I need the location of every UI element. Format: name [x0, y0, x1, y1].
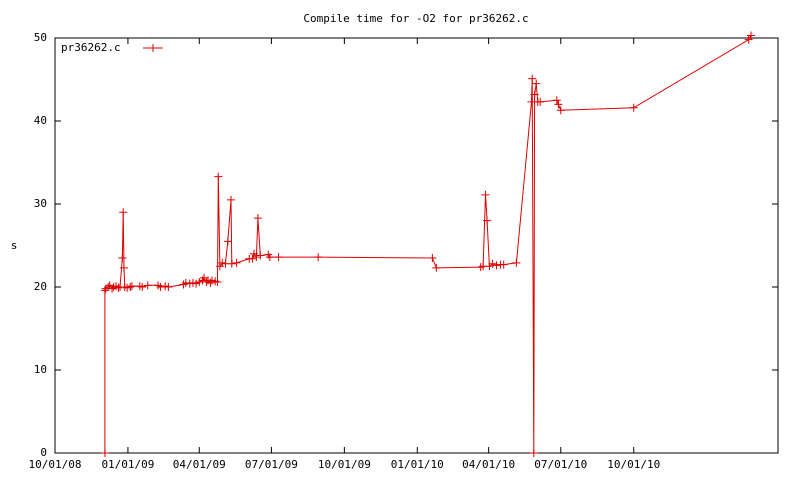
legend-marker: [149, 44, 157, 52]
point-marker: [528, 74, 537, 83]
point-marker: [232, 258, 241, 267]
point-marker: [512, 258, 521, 267]
point-marker: [744, 35, 753, 44]
point-marker: [481, 190, 490, 199]
y-axis-label: s: [11, 239, 18, 252]
series-line: [104, 35, 752, 454]
point-marker: [188, 278, 197, 287]
point-marker: [552, 96, 561, 105]
point-marker: [227, 259, 236, 268]
x-tick-label: 04/01/10: [462, 458, 515, 471]
point-marker: [248, 254, 257, 263]
point-marker: [252, 253, 261, 262]
point-marker: [127, 282, 136, 291]
plot-frame: [54, 37, 779, 454]
point-marker: [138, 283, 147, 291]
point-marker: [428, 253, 437, 262]
x-tick-label: 04/01/09: [173, 458, 226, 471]
x-tick-label: 07/01/10: [534, 458, 587, 471]
point-marker: [100, 449, 109, 457]
x-tick-label: 01/01/09: [101, 458, 154, 471]
point-marker: [556, 106, 565, 115]
x-tick-label: 07/01/09: [245, 458, 298, 471]
point-marker: [492, 261, 501, 270]
point-marker: [123, 283, 132, 292]
point-marker: [156, 283, 165, 291]
point-marker: [499, 260, 508, 269]
point-marker: [265, 253, 274, 262]
point-marker: [119, 208, 128, 217]
point-marker: [274, 253, 283, 262]
x-tick-label: 10/01/09: [318, 458, 371, 471]
point-marker: [192, 279, 201, 288]
point-marker: [213, 278, 222, 287]
legend-label: pr36262.c: [61, 41, 121, 54]
point-marker: [126, 283, 135, 291]
y-tick-label: 50: [34, 31, 47, 44]
point-marker: [488, 259, 497, 268]
point-marker: [253, 214, 262, 223]
point-marker: [161, 282, 170, 291]
y-tick-label: 0: [40, 446, 47, 459]
point-marker: [214, 172, 223, 181]
point-marker: [164, 283, 173, 291]
point-marker: [207, 276, 216, 285]
point-marker: [143, 281, 152, 290]
x-tick-label: 10/01/10: [607, 458, 660, 471]
point-marker: [100, 286, 109, 295]
point-marker: [181, 278, 190, 287]
point-marker: [532, 79, 541, 88]
x-tick-label: 10/01/08: [29, 458, 82, 471]
point-marker: [629, 103, 638, 112]
point-marker: [223, 237, 232, 246]
point-marker: [554, 100, 563, 109]
point-marker: [747, 31, 756, 40]
point-marker: [202, 278, 211, 287]
y-tick-label: 10: [34, 363, 47, 376]
point-marker: [218, 258, 227, 267]
point-marker: [536, 97, 545, 106]
point-marker: [529, 449, 538, 457]
point-marker: [195, 278, 204, 287]
point-marker: [432, 263, 441, 272]
y-tick-label: 40: [34, 114, 47, 127]
point-marker: [114, 283, 123, 292]
y-tick-label: 20: [34, 280, 47, 293]
chart-title: Compile time for -O2 for pr36262.c: [303, 12, 528, 25]
point-marker: [314, 253, 323, 262]
point-marker: [483, 216, 492, 225]
y-tick-label: 30: [34, 197, 47, 210]
point-marker: [530, 90, 539, 99]
point-marker: [119, 263, 128, 272]
x-tick-label: 01/01/10: [391, 458, 444, 471]
point-marker: [256, 251, 265, 260]
point-marker: [118, 253, 127, 262]
point-marker: [226, 195, 235, 204]
